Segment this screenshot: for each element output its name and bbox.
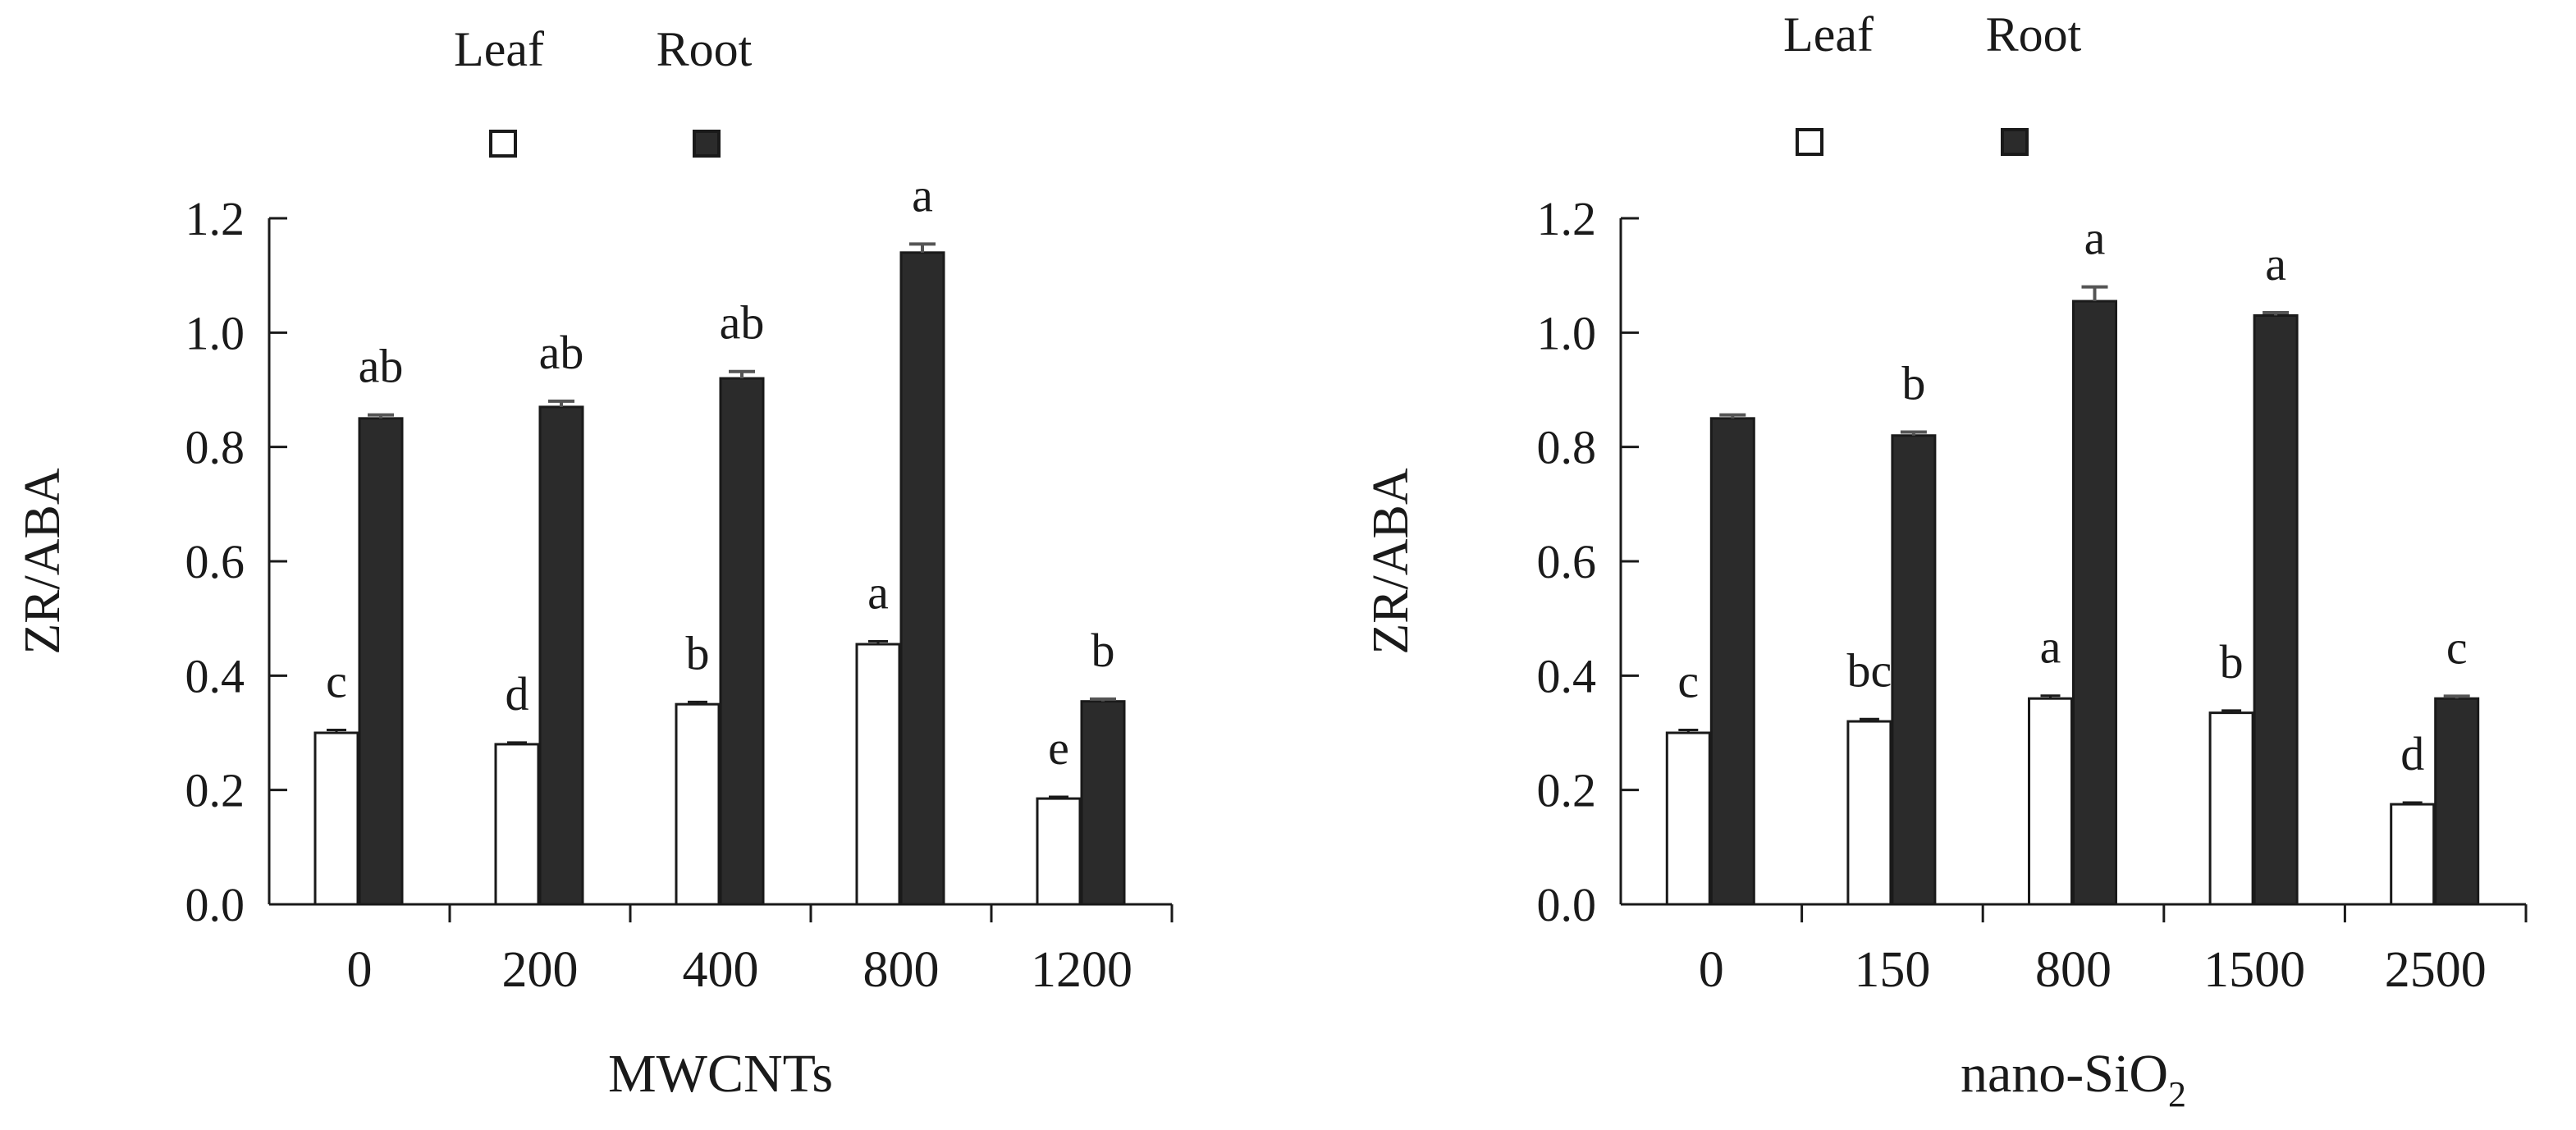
significance-label: a xyxy=(2084,212,2106,265)
bar-root xyxy=(719,377,765,906)
y-axis-label: ZR/ABA xyxy=(15,468,71,655)
bar-leaf xyxy=(2208,711,2254,906)
bar-leaf xyxy=(2028,697,2073,906)
bar-root xyxy=(1080,700,1126,906)
x-tick-label: 150 xyxy=(1854,942,1930,998)
x-tick-label: 800 xyxy=(863,942,940,998)
significance-label: e xyxy=(1048,721,1069,775)
bar-leaf xyxy=(855,643,901,906)
chart-panel-nano-sio2: 0.00.20.40.60.81.01.2ZR/ABA0c150bcb800aa… xyxy=(1363,7,2528,1114)
chart-panel-mwcnts: 0.00.20.40.60.81.01.2ZR/ABA0cab200dab400… xyxy=(15,22,1174,1104)
bar-leaf xyxy=(1665,731,1711,906)
significance-label: a xyxy=(867,566,889,620)
significance-label: a xyxy=(912,168,933,222)
legend-swatch-root xyxy=(693,130,721,158)
bar-leaf xyxy=(1846,720,1892,906)
significance-label: d xyxy=(506,667,529,721)
bar-root xyxy=(2434,697,2480,906)
significance-label: c xyxy=(2446,620,2468,674)
bar-leaf xyxy=(2390,803,2436,906)
y-tick-label: 0.6 xyxy=(185,535,245,588)
legend-swatch-leaf xyxy=(489,130,517,158)
bar-root xyxy=(358,417,404,906)
legend-label-leaf: Leaf xyxy=(1783,7,1874,62)
significance-label: c xyxy=(1677,655,1699,708)
legend-label-root: Root xyxy=(1986,7,2082,62)
bar-root xyxy=(1709,417,1755,906)
legend-label-leaf: Leaf xyxy=(454,22,544,76)
significance-label: b xyxy=(686,626,710,679)
bar-leaf xyxy=(313,731,359,906)
y-tick-label: 1.2 xyxy=(1537,192,1597,245)
bar-root xyxy=(2072,300,2117,906)
legend-swatch-leaf xyxy=(1796,128,1823,156)
y-tick-label: 0.0 xyxy=(185,878,245,931)
x-tick-label: 1200 xyxy=(1031,942,1132,998)
bar-root xyxy=(2253,313,2299,906)
y-tick-label: 0.8 xyxy=(1537,421,1597,474)
bar-leaf xyxy=(675,702,721,906)
y-tick-label: 0.2 xyxy=(1537,764,1597,817)
y-axis-label: ZR/ABA xyxy=(1363,468,1419,655)
bar-root xyxy=(1891,434,1937,906)
legend-label-root: Root xyxy=(657,22,753,76)
y-tick-label: 1.0 xyxy=(185,306,245,359)
significance-label: ab xyxy=(359,340,404,393)
legend-swatch-root xyxy=(2001,128,2029,156)
y-tick-label: 0.0 xyxy=(1537,878,1597,931)
bar-leaf xyxy=(494,743,540,906)
y-tick-label: 0.4 xyxy=(1537,649,1597,702)
bar-root xyxy=(538,405,584,906)
significance-label: a xyxy=(2265,237,2286,291)
significance-label: b xyxy=(1091,624,1115,677)
x-axis-label-text: MWCNTs xyxy=(608,1044,833,1104)
x-tick-label: 1500 xyxy=(2203,942,2305,998)
x-tick-label: 0 xyxy=(1699,942,1724,998)
x-axis-label: nano-SiO2 xyxy=(1961,1044,2186,1114)
x-tick-label: 400 xyxy=(683,942,759,998)
y-tick-label: 0.4 xyxy=(185,649,245,702)
y-tick-label: 0.8 xyxy=(185,421,245,474)
significance-label: a xyxy=(2040,620,2061,674)
x-tick-label: 0 xyxy=(347,942,373,998)
x-tick-label: 200 xyxy=(502,942,579,998)
y-tick-label: 1.2 xyxy=(185,192,245,245)
significance-label: ab xyxy=(539,326,584,379)
significance-label: b xyxy=(2220,635,2244,689)
significance-label: b xyxy=(1901,357,1925,410)
significance-label: d xyxy=(2400,727,2424,780)
x-tick-label: 2500 xyxy=(2385,942,2487,998)
x-tick-label: 800 xyxy=(2035,942,2112,998)
significance-label: bc xyxy=(1847,643,1892,697)
significance-label: ab xyxy=(720,296,765,350)
bar-root xyxy=(899,251,945,906)
significance-label: c xyxy=(326,655,347,708)
y-tick-label: 0.2 xyxy=(185,764,245,817)
x-axis-label-subscript: 2 xyxy=(2168,1074,2186,1114)
y-tick-label: 1.0 xyxy=(1537,306,1597,359)
bar-leaf xyxy=(1036,797,1082,906)
x-axis-label: MWCNTs xyxy=(608,1044,833,1104)
x-axis-label-text: nano-SiO xyxy=(1961,1044,2168,1104)
y-tick-label: 0.6 xyxy=(1537,535,1597,588)
